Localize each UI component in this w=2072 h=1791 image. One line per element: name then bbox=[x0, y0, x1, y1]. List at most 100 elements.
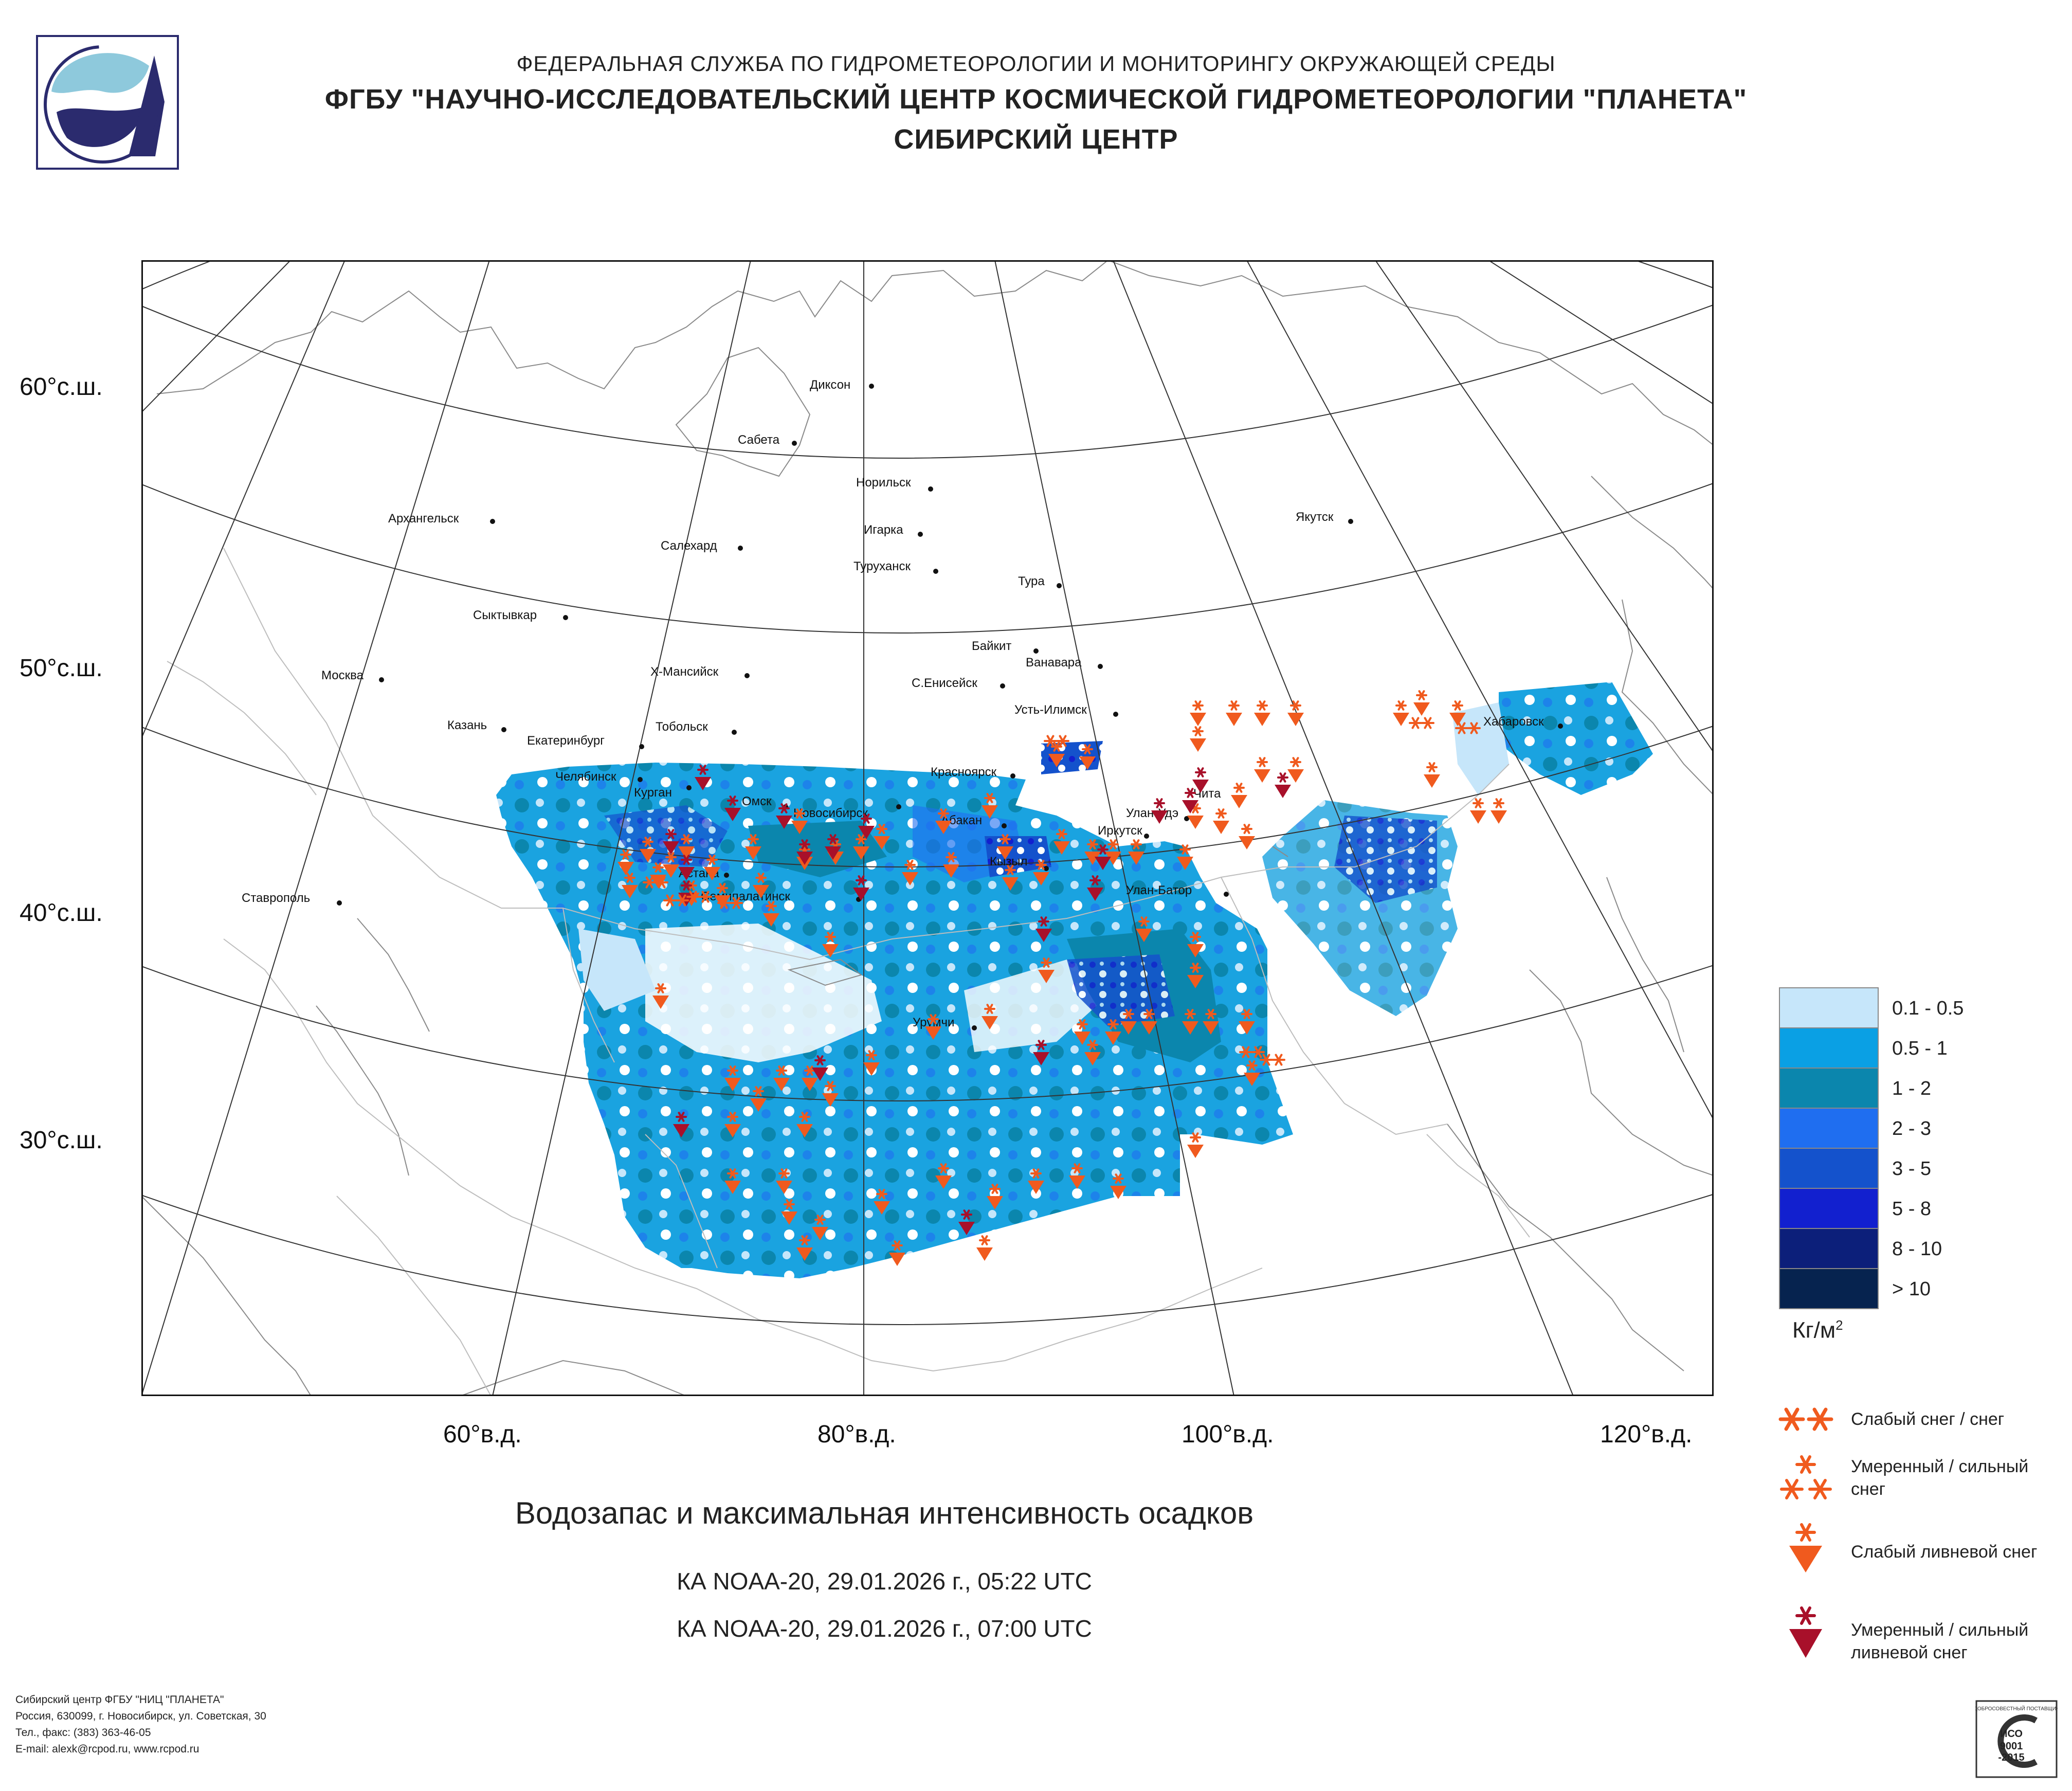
light-shower-snow-symbol bbox=[1177, 844, 1193, 870]
light-shower-snow-symbol bbox=[1084, 839, 1101, 865]
legend-label: 8 - 10 bbox=[1892, 1238, 1942, 1260]
snow-symbol bbox=[1260, 1054, 1285, 1066]
city-khabarovsk: Хабаровск bbox=[1483, 715, 1563, 729]
heavy-shower-snow-symbol bbox=[858, 813, 875, 839]
city-stavropol: Ставрополь bbox=[242, 891, 342, 906]
light-shower-snow-symbol bbox=[724, 1168, 741, 1194]
light-shower-snow-symbol bbox=[678, 834, 695, 860]
legend-label: 3 - 5 bbox=[1892, 1158, 1932, 1180]
snow-symbol bbox=[717, 897, 743, 909]
city-baykit: Байкит bbox=[972, 639, 1039, 654]
snow-symbol bbox=[686, 891, 712, 903]
svg-text:Х-Мансийск: Х-Мансийск bbox=[650, 665, 719, 679]
light-shower-snow-symbol bbox=[640, 837, 656, 862]
light-shower-snow-symbol bbox=[617, 849, 634, 875]
svg-text:Красноярск: Красноярск bbox=[931, 765, 997, 779]
city-irkutsk: Иркутск bbox=[1098, 824, 1149, 839]
center-name: СИБИРСКИЙ ЦЕНТР bbox=[894, 124, 1178, 155]
light-shower-snow-symbol bbox=[1254, 700, 1270, 726]
heavy-shower-snow-icon bbox=[1789, 1606, 1822, 1658]
svg-text:Улан-Удэ: Улан-Удэ bbox=[1126, 806, 1178, 820]
legend-swatch bbox=[1779, 987, 1879, 1028]
legend-label: > 10 bbox=[1892, 1278, 1931, 1300]
legend-label: 2 - 3 bbox=[1892, 1118, 1932, 1139]
light-shower-snow-symbol bbox=[1190, 700, 1206, 726]
city-yakutsk: Якутск bbox=[1296, 510, 1353, 524]
heavy-shower-snow-symbol bbox=[673, 1112, 689, 1137]
light-shower-snow-symbol bbox=[796, 1112, 813, 1137]
light-shower-snow-symbol bbox=[1203, 1009, 1219, 1035]
heavy-shower-snow-symbol bbox=[724, 795, 741, 821]
light-shower-snow-symbol bbox=[987, 1184, 1003, 1209]
city-chelyabinsk: Челябинск bbox=[555, 770, 643, 784]
heavy-shower-snow-symbol bbox=[1182, 788, 1198, 813]
light-shower-snow-symbol bbox=[796, 1235, 813, 1261]
light-shower-snow-symbol bbox=[1141, 1009, 1157, 1035]
light-shower-snow-symbol bbox=[874, 1189, 890, 1215]
svg-text:9001: 9001 bbox=[2000, 1741, 2023, 1752]
svg-text:Казань: Казань bbox=[447, 718, 487, 732]
svg-text:Байкит: Байкит bbox=[972, 639, 1011, 653]
svg-text:Диксон: Диксон bbox=[810, 378, 850, 392]
city-novosibirsk: Новосибирск bbox=[793, 804, 901, 820]
light-shower-snow-symbol bbox=[1449, 700, 1466, 726]
light-shower-snow-symbol bbox=[1002, 865, 1019, 891]
light-shower-snow-symbol bbox=[745, 834, 761, 860]
city-vanavara: Ванавара bbox=[1026, 656, 1103, 670]
planeta-logo bbox=[36, 35, 179, 170]
heavy-shower-snow-symbol bbox=[663, 829, 679, 855]
light-shower-snow-symbol bbox=[1079, 744, 1096, 770]
light-shower-snow-icon bbox=[1789, 1523, 1822, 1572]
svg-text:Сабета: Сабета bbox=[738, 433, 780, 447]
light-shower-snow-symbol bbox=[652, 983, 669, 1009]
svg-text:Тобольск: Тобольск bbox=[656, 720, 708, 734]
light-shower-snow-symbol bbox=[874, 824, 890, 849]
city-arkhangelsk: Архангельск bbox=[388, 512, 495, 526]
precipitation-map: Диксон Сабета Норильск Архангельск Игарк… bbox=[141, 260, 1714, 1396]
heavy-shower-snow-symbol bbox=[812, 1055, 828, 1081]
city-ulaanbaatar: Улан-Батор bbox=[1126, 883, 1229, 897]
lat-label-50: 50°с.ш. bbox=[20, 655, 103, 682]
light-shower-snow-symbol bbox=[704, 855, 720, 880]
legend-swatch bbox=[1779, 1148, 1879, 1189]
legend-light-shower-label: Слабый ливневой снег bbox=[1851, 1542, 2038, 1562]
light-shower-snow-symbol bbox=[822, 932, 839, 957]
light-shower-snow-symbol bbox=[1287, 700, 1304, 726]
svg-text:-2015: -2015 bbox=[1998, 1752, 2024, 1763]
light-shower-snow-symbol bbox=[776, 1168, 792, 1194]
light-shower-snow-symbol bbox=[1033, 860, 1049, 885]
svg-text:ИСО: ИСО bbox=[2000, 1728, 2023, 1740]
light-shower-snow-symbol bbox=[1231, 783, 1247, 808]
legend-heavy-snow-label: Умеренный / сильный снег bbox=[1851, 1457, 2029, 1499]
legend-swatch bbox=[1779, 1027, 1879, 1069]
svg-text:Омск: Омск bbox=[742, 794, 772, 808]
city-krasnoyarsk: Красноярск bbox=[931, 765, 1015, 779]
lat-label-40: 40°с.ш. bbox=[20, 899, 103, 927]
footer-line: Россия, 630099, г. Новосибирск, ул. Сове… bbox=[15, 1710, 266, 1722]
svg-text:ДОБРОСОВЕСТНЫЙ ПОСТАВЩИК: ДОБРОСОВЕСТНЫЙ ПОСТАВЩИК bbox=[1975, 1705, 2058, 1712]
light-shower-snow-symbol bbox=[1470, 798, 1486, 824]
heavy-shower-snow-symbol bbox=[1275, 772, 1291, 798]
snow-symbol bbox=[1455, 722, 1481, 734]
lon-label-100: 100°в.д. bbox=[1182, 1421, 1274, 1448]
city-ulan-ude: Улан-Удэ bbox=[1126, 806, 1189, 821]
light-shower-snow-symbol bbox=[1226, 700, 1242, 726]
heavy-snow-icon bbox=[1780, 1455, 1832, 1499]
svg-text:С.Енисейск: С.Енисейск bbox=[912, 676, 977, 690]
light-shower-snow-symbol bbox=[1028, 1168, 1044, 1194]
light-shower-snow-symbol bbox=[997, 834, 1013, 860]
light-shower-snow-symbol bbox=[1190, 726, 1206, 752]
lat-label-30: 30°с.ш. bbox=[20, 1127, 103, 1154]
legend-label: 5 - 8 bbox=[1892, 1198, 1932, 1220]
light-shower-snow-symbol bbox=[773, 1065, 790, 1091]
svg-text:Хабаровск: Хабаровск bbox=[1483, 715, 1544, 729]
light-shower-snow-symbol bbox=[1105, 839, 1121, 865]
svg-text:Ставрополь: Ставрополь bbox=[242, 891, 310, 905]
svg-text:Якутск: Якутск bbox=[1296, 510, 1334, 524]
city-salekhard: Салехард bbox=[661, 539, 743, 553]
graticule bbox=[141, 260, 1714, 1396]
city-kurgan: Курган bbox=[634, 785, 692, 800]
city-chita: Чита bbox=[1193, 787, 1239, 801]
svg-text:Тура: Тура bbox=[1018, 574, 1045, 588]
light-shower-snow-symbol bbox=[822, 1081, 839, 1107]
